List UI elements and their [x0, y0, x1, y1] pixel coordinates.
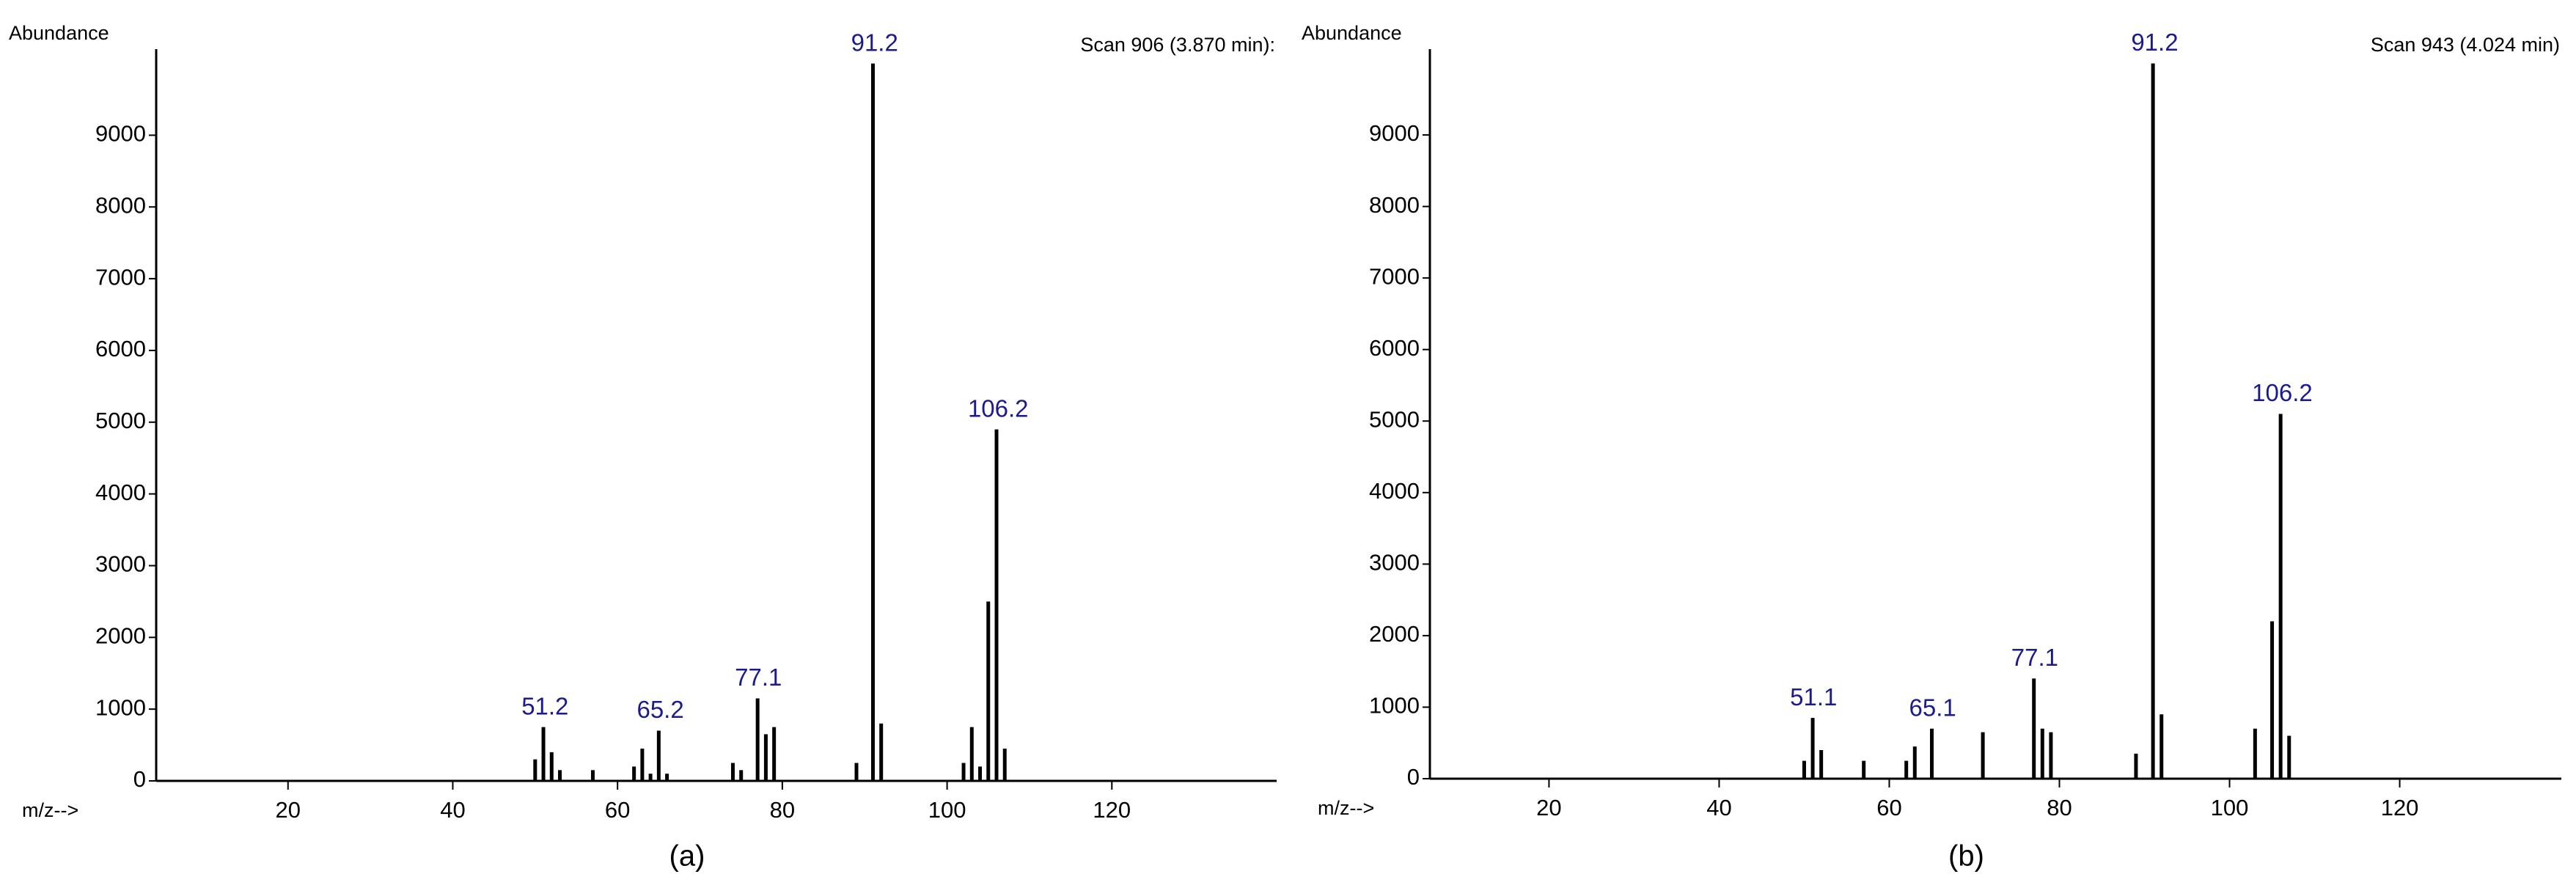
- x-tick-label: 80: [2047, 795, 2072, 820]
- x-axis-label: m/z-->: [22, 799, 78, 821]
- scan-title: Scan 906 (3.870 min):: [1080, 34, 1275, 56]
- x-tick-label: 20: [1536, 795, 1561, 820]
- y-tick-label: 7000: [95, 264, 146, 290]
- peak-label: 51.2: [521, 692, 568, 719]
- caption: (b): [1948, 840, 1984, 873]
- y-tick-label: 1000: [95, 694, 146, 720]
- x-tick-label: 100: [2211, 795, 2249, 820]
- y-tick-label: 5000: [95, 408, 146, 433]
- x-axis-label: m/z-->: [1318, 797, 1374, 819]
- y-tick-label: 7000: [1369, 263, 1420, 289]
- y-tick-label: 3000: [95, 551, 146, 577]
- y-tick-label: 8000: [1369, 192, 1420, 218]
- y-tick-label: 0: [1407, 764, 1420, 790]
- x-tick-label: 100: [928, 797, 966, 823]
- peak-label: 65.1: [1909, 694, 1956, 721]
- x-tick-label: 120: [2381, 795, 2419, 820]
- y-tick-label: 2000: [1369, 621, 1420, 647]
- y-tick-label: 1000: [1369, 693, 1420, 719]
- peak-label: 77.1: [735, 664, 782, 691]
- y-tick-label: 4000: [95, 480, 146, 505]
- y-tick-label: 0: [133, 766, 146, 792]
- caption: (a): [669, 840, 705, 873]
- peak-label: 91.2: [851, 29, 898, 56]
- peak-label: 106.2: [2252, 379, 2313, 406]
- y-tick-label: 8000: [95, 192, 146, 218]
- x-tick-label: 40: [1706, 795, 1731, 820]
- y-tick-label: 2000: [95, 623, 146, 649]
- peak-label: 65.2: [636, 696, 683, 723]
- x-tick-label: 80: [770, 797, 795, 823]
- y-tick-label: 9000: [1369, 120, 1420, 146]
- y-tick-label: 5000: [1369, 406, 1420, 432]
- peak-label: 77.1: [2011, 644, 2058, 671]
- y-tick-label: 6000: [1369, 335, 1420, 361]
- peak-label: 106.2: [968, 394, 1029, 422]
- x-tick-label: 60: [1876, 795, 1901, 820]
- x-tick-label: 120: [1093, 797, 1131, 823]
- y-tick-label: 9000: [95, 121, 146, 147]
- x-tick-label: 40: [440, 797, 465, 823]
- y-tick-label: 4000: [1369, 478, 1420, 504]
- scan-title: Scan 943 (4.024 min): [2371, 34, 2560, 56]
- y-axis-label: Abundance: [1302, 22, 1402, 44]
- peak-label: 51.1: [1790, 683, 1837, 710]
- y-tick-label: 3000: [1369, 550, 1420, 576]
- x-tick-label: 20: [276, 797, 301, 823]
- peak-label: 91.2: [2131, 29, 2178, 56]
- x-tick-label: 60: [605, 797, 630, 823]
- y-axis-label: Abundance: [9, 22, 109, 44]
- y-tick-label: 6000: [95, 336, 146, 361]
